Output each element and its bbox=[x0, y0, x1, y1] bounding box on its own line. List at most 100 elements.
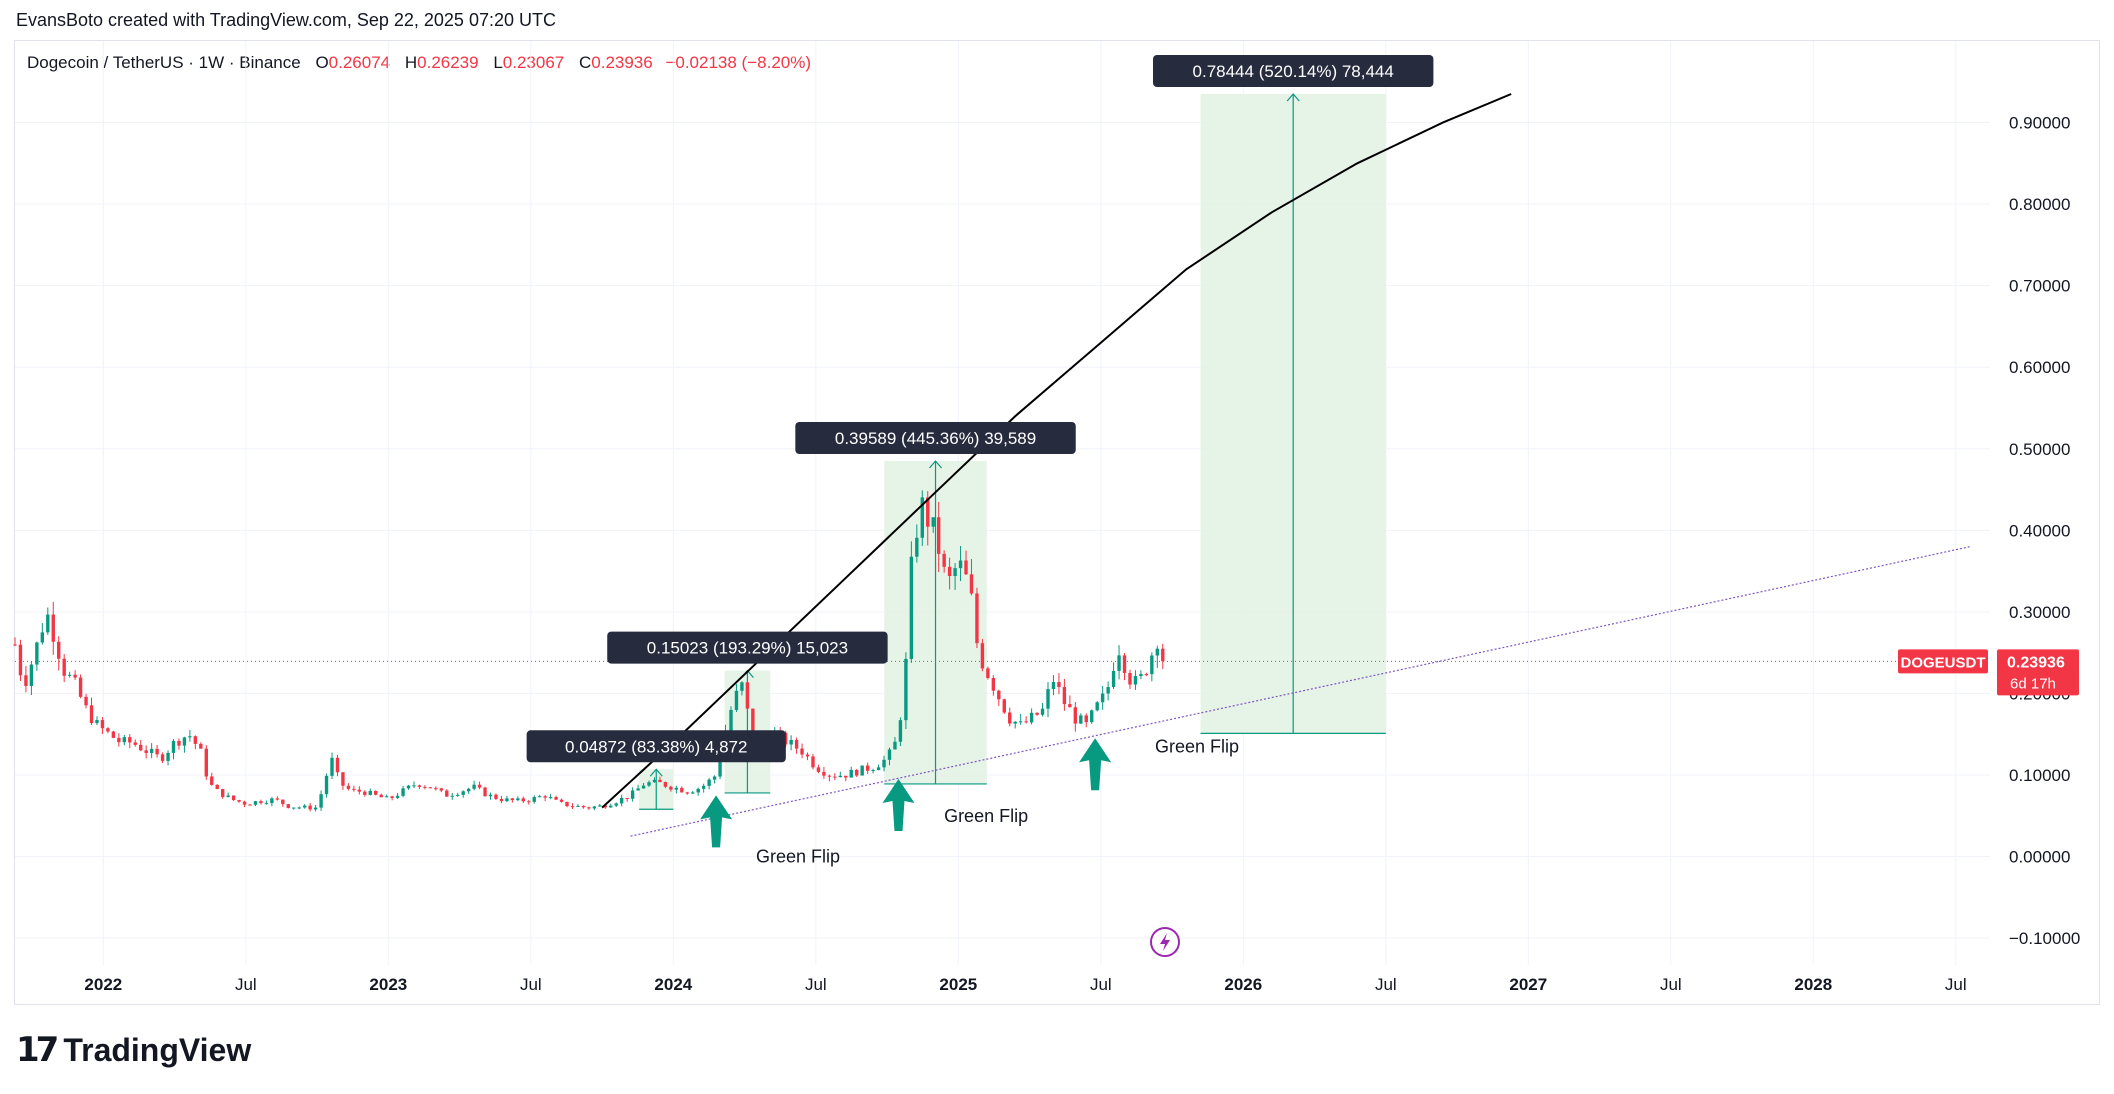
candle-body bbox=[341, 772, 345, 786]
candle-body bbox=[680, 787, 684, 793]
candle-body bbox=[548, 797, 553, 799]
candle-body bbox=[898, 720, 903, 742]
candle-body bbox=[308, 805, 312, 810]
candle-body bbox=[521, 798, 525, 802]
candle-body bbox=[1029, 712, 1034, 723]
candle-body bbox=[286, 804, 290, 808]
candle-body bbox=[663, 782, 668, 787]
candle-body bbox=[745, 682, 750, 709]
brand-name: TradingView bbox=[63, 1031, 252, 1068]
candle-body bbox=[1035, 712, 1039, 715]
candle-body bbox=[986, 668, 990, 678]
price-chart[interactable]: Green Flip Green Flip Green Flip 0.04872 (… bbox=[0, 0, 2114, 1010]
candle-body bbox=[794, 739, 799, 749]
lightning-icon[interactable] bbox=[1150, 927, 1180, 957]
candle-body bbox=[417, 785, 422, 787]
symbol-name: Dogecoin / TetherUS · 1W · Binance bbox=[27, 53, 301, 72]
ticker-tag: DOGEUSDT bbox=[1900, 654, 1985, 671]
candle-body bbox=[740, 682, 744, 691]
candle-body bbox=[139, 744, 143, 751]
candle-body bbox=[827, 775, 832, 777]
candle-body bbox=[472, 784, 476, 789]
candle-body bbox=[253, 801, 258, 805]
candle-body bbox=[439, 788, 444, 791]
measure-label: 0.78444 (520.14%) 78,444 bbox=[1193, 62, 1394, 81]
attribution-text: EvansBoto created with TradingView.com, … bbox=[16, 10, 556, 30]
candle-body bbox=[510, 798, 515, 801]
candle-body bbox=[466, 788, 471, 792]
y-tick-label: 0.70000 bbox=[2009, 277, 2070, 296]
candle-body bbox=[270, 798, 274, 804]
candle-body bbox=[67, 674, 72, 676]
candle-body bbox=[559, 799, 564, 802]
candle-body bbox=[1144, 674, 1149, 676]
candle-body bbox=[434, 788, 438, 790]
candle-body bbox=[401, 788, 405, 796]
candle-body bbox=[953, 568, 957, 577]
candle-body bbox=[789, 739, 793, 745]
candle-body bbox=[1057, 682, 1061, 688]
last-price-tag: DOGEUSDT 0.23936 6d 17h bbox=[1898, 649, 2079, 696]
candle-body bbox=[390, 796, 394, 798]
candles bbox=[13, 490, 1165, 812]
candle-body bbox=[1139, 674, 1143, 676]
candle-body bbox=[630, 790, 635, 799]
candle-body bbox=[751, 708, 755, 734]
candle-body bbox=[691, 792, 695, 794]
candle-body bbox=[685, 792, 689, 794]
y-tick-label: −0.10000 bbox=[2009, 929, 2080, 948]
candle-body bbox=[1128, 672, 1132, 685]
candle-body bbox=[931, 517, 935, 527]
candle-body bbox=[51, 614, 55, 642]
candle-body bbox=[887, 749, 892, 760]
candle-body bbox=[554, 797, 558, 800]
candle-body bbox=[166, 752, 170, 761]
candle-body bbox=[833, 776, 837, 778]
candle-body bbox=[122, 737, 127, 743]
chart-frame[interactable] bbox=[14, 40, 2100, 1005]
candle-body bbox=[800, 748, 804, 755]
candle-body bbox=[357, 789, 362, 792]
candle-body bbox=[499, 798, 504, 802]
projection-curve bbox=[601, 93, 1512, 809]
tradingview-logo[interactable]: 17 TradingView bbox=[16, 1030, 251, 1070]
candle-body bbox=[188, 736, 192, 738]
candle-body bbox=[363, 791, 367, 795]
candle-body bbox=[958, 560, 963, 569]
candle-body bbox=[1024, 721, 1028, 723]
candle-body bbox=[844, 775, 848, 778]
candle-body bbox=[1068, 704, 1072, 708]
candle-body bbox=[62, 658, 66, 676]
green-flip-label: Green Flip bbox=[1155, 736, 1239, 756]
candle-body bbox=[406, 785, 411, 789]
green-up-arrow bbox=[700, 795, 733, 848]
candle-body bbox=[598, 805, 602, 807]
candle-body bbox=[494, 794, 498, 799]
candle-body bbox=[1008, 712, 1012, 724]
candle-body bbox=[199, 743, 203, 749]
x-tick-label: Jul bbox=[1660, 975, 1682, 994]
candle-body bbox=[395, 795, 400, 798]
candle-body bbox=[374, 790, 378, 795]
measure-arrowhead bbox=[929, 460, 942, 469]
candle-body bbox=[264, 803, 269, 805]
candle-body bbox=[84, 696, 88, 706]
candle-body bbox=[838, 775, 843, 778]
x-tick-label: 2028 bbox=[1794, 975, 1832, 994]
candle-body bbox=[543, 796, 547, 798]
candle-body bbox=[35, 642, 39, 665]
candle-body bbox=[1062, 687, 1067, 705]
candle-body bbox=[565, 801, 569, 807]
candle-body bbox=[991, 677, 996, 691]
countdown-tag: 6d 17h bbox=[2010, 675, 2056, 692]
high-value: 0.26239 bbox=[417, 53, 479, 72]
parabolic-curve bbox=[601, 93, 1512, 809]
candle-body bbox=[969, 574, 974, 594]
candle-body bbox=[614, 803, 618, 806]
candle-body bbox=[516, 798, 520, 801]
measure-arrowhead bbox=[1286, 93, 1300, 102]
candle-body bbox=[95, 720, 99, 724]
ticker-tag-bg bbox=[1898, 649, 1988, 674]
candle-body bbox=[570, 806, 575, 808]
candle-body bbox=[302, 805, 307, 808]
